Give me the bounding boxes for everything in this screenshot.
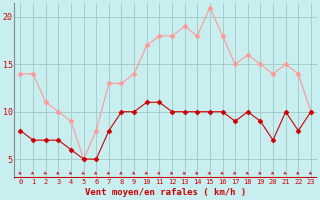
X-axis label: Vent moyen/en rafales ( km/h ): Vent moyen/en rafales ( km/h ) [85, 188, 246, 197]
